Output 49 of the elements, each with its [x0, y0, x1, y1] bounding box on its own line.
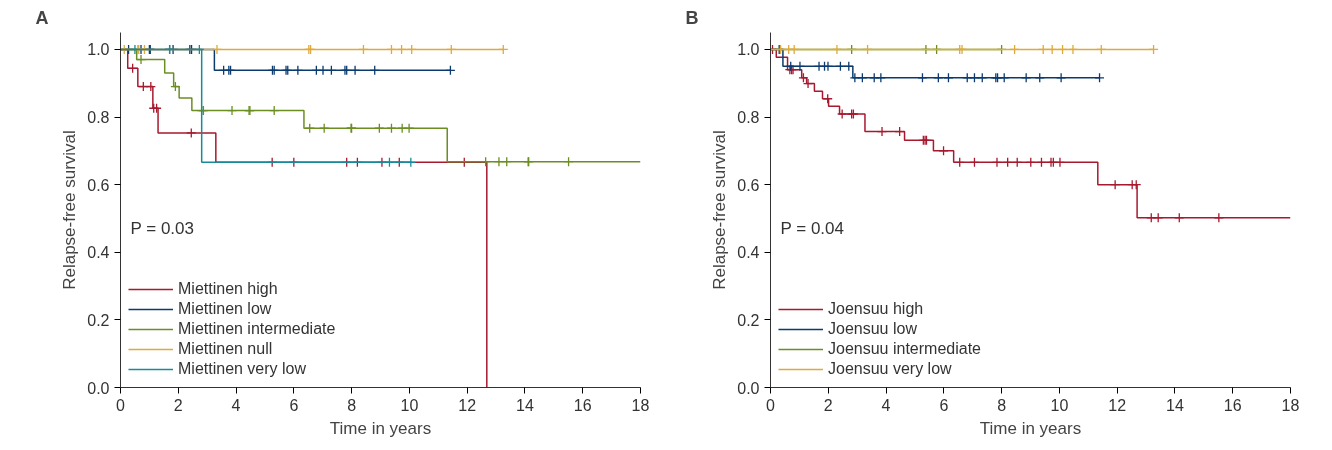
x-tick-label: 18	[631, 396, 650, 414]
x-tick-label: 14	[516, 396, 534, 414]
y-tick-label: 0.2	[87, 311, 110, 329]
y-tick-label: 1.0	[87, 41, 110, 59]
y-tick-label: 0.0	[737, 379, 760, 397]
x-tick-label: 16	[1223, 396, 1242, 414]
y-tick-label: 0.4	[87, 244, 110, 262]
x-tick-label: 18	[1281, 396, 1300, 414]
annotation: P = 0.03	[130, 218, 194, 238]
x-tick-label: 14	[1166, 396, 1184, 414]
y-tick-label: 0.2	[737, 311, 760, 329]
chart-title: B	[685, 7, 699, 28]
x-tick-label: 6	[289, 396, 299, 414]
x-tick-label: 8	[347, 396, 357, 414]
legend-label: Miettinen high	[178, 280, 278, 298]
legend-label: Miettinen null	[178, 340, 273, 358]
x-tick-label: 4	[231, 396, 241, 414]
chart-title: A	[35, 7, 49, 28]
x-axis-title: Time in years	[979, 418, 1082, 438]
legend-label: Miettinen very low	[178, 360, 307, 378]
y-tick-label: 0.8	[737, 109, 760, 127]
y-tick-label: 0.0	[87, 379, 110, 397]
x-tick-label: 10	[400, 396, 419, 414]
y-tick-label: 0.8	[87, 109, 110, 127]
y-tick-label: 1.0	[737, 41, 760, 59]
x-tick-label: 0	[766, 396, 776, 414]
annotation: P = 0.04	[780, 218, 844, 238]
x-tick-label: 4	[881, 396, 891, 414]
legend-label: Joensuu very low	[828, 360, 952, 378]
legend-label: Joensuu low	[828, 320, 917, 338]
y-tick-label: 0.4	[737, 244, 760, 262]
x-tick-label: 16	[573, 396, 592, 414]
legend-label: Miettinen intermediate	[178, 320, 336, 338]
legend-label: Joensuu high	[828, 300, 924, 318]
y-axis-title: Relapse-free survival	[710, 130, 730, 290]
x-tick-label: 12	[1108, 396, 1127, 414]
legend-label: Joensuu intermediate	[828, 340, 981, 358]
x-tick-label: 12	[458, 396, 477, 414]
legend-label: Miettinen low	[178, 300, 272, 318]
x-tick-label: 6	[939, 396, 949, 414]
x-tick-label: 2	[173, 396, 183, 414]
x-axis-title: Time in years	[329, 418, 432, 438]
x-tick-label: 0	[116, 396, 126, 414]
x-tick-label: 8	[997, 396, 1007, 414]
x-tick-label: 2	[823, 396, 833, 414]
y-axis-title: Relapse-free survival	[60, 130, 80, 290]
x-tick-label: 10	[1050, 396, 1069, 414]
y-tick-label: 0.6	[737, 176, 760, 194]
y-tick-label: 0.6	[87, 176, 110, 194]
